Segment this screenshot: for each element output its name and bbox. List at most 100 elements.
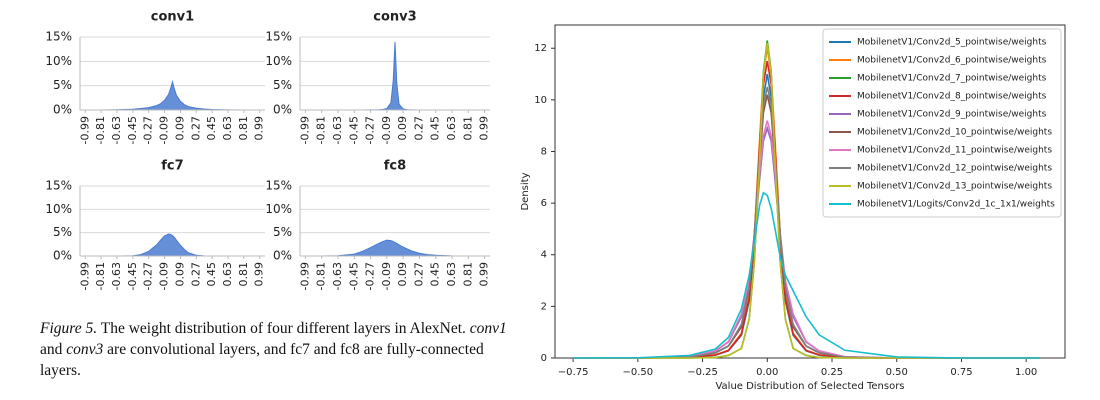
legend-label: MobilenetV1/Conv2d_10_pointwise/weights: [857, 128, 1052, 138]
chart-title: fc7: [161, 159, 183, 174]
x-tick-label: -0.27: [364, 262, 377, 290]
x-tick-label: -0.45: [347, 262, 360, 290]
caption-text: The weight distribution of four differen…: [100, 320, 466, 337]
x-tick-label: 0.45: [205, 262, 218, 287]
y-tick-label: 0%: [273, 249, 292, 263]
x-tick-label: -0.45: [126, 116, 139, 144]
caption-text: and: [40, 341, 63, 358]
x-tick-label: -0.09: [380, 262, 393, 290]
caption-term: conv3: [66, 341, 104, 358]
legend-box: [822, 28, 1062, 218]
caption-label: Figure 5.: [40, 320, 98, 337]
legend-label: MobilenetV1/Conv2d_7_pointwise/weights: [857, 74, 1047, 84]
x-tick-label: 1.00: [1015, 367, 1037, 378]
x-tick-label: 0.45: [429, 116, 442, 141]
x-tick-label: 0.50: [886, 367, 908, 378]
distribution-area: [305, 41, 485, 111]
x-tick-label: -0.45: [347, 116, 360, 144]
x-tick-label: 0.09: [396, 262, 409, 287]
caption-term: conv1: [469, 320, 507, 337]
y-tick-label: 6: [541, 198, 547, 209]
x-tick-label: 0.63: [445, 116, 458, 141]
legend-label: MobilenetV1/Conv2d_13_pointwise/weights: [857, 182, 1052, 192]
legend-label: MobilenetV1/Logits/Conv2d_1c_1x1/weights: [857, 200, 1055, 210]
chart-title: conv1: [151, 10, 194, 25]
density-line: [573, 42, 1040, 359]
x-tick-label: -0.81: [315, 116, 328, 144]
x-tick-label: 0.99: [478, 262, 491, 287]
y-tick-label: 15%: [265, 30, 292, 44]
x-tick-label: -0.63: [110, 116, 123, 144]
x-tick-label: 0.27: [412, 262, 425, 287]
x-tick-label: -0.63: [331, 116, 344, 144]
y-tick-label: 0: [541, 353, 547, 364]
caption: Figure 5. The weight distribution of fou…: [40, 318, 515, 381]
x-tick-label: -0.81: [94, 262, 107, 290]
x-tick-label: −0.75: [558, 367, 589, 378]
x-tick-label: -0.27: [364, 116, 377, 144]
x-tick-label: -0.45: [126, 262, 139, 290]
y-tick-label: 0%: [53, 103, 72, 117]
legend-label: MobilenetV1/Conv2d_5_pointwise/weights: [857, 38, 1047, 48]
x-tick-label: -0.09: [158, 262, 171, 290]
legend-label: MobilenetV1/Conv2d_12_pointwise/weights: [857, 164, 1052, 174]
y-tick-label: 5%: [53, 225, 72, 239]
x-axis-label: Value Distribution of Selected Tensors: [715, 381, 904, 392]
x-tick-label: 0.63: [221, 262, 234, 287]
x-tick-label: 0.63: [445, 262, 458, 287]
x-tick-label: -0.09: [158, 116, 171, 144]
x-tick-label: 0.27: [189, 262, 202, 287]
x-tick-label: 0.81: [237, 262, 250, 287]
x-tick-label: 0.81: [461, 262, 474, 287]
x-tick-label: 0.99: [253, 262, 266, 287]
y-tick-label: 12: [534, 43, 547, 54]
caption-text: are convolutional layers, and fc7 and fc…: [40, 341, 484, 379]
x-tick-label: -0.63: [110, 262, 123, 290]
x-tick-label: -0.99: [298, 262, 311, 290]
x-tick-label: 0.75: [950, 367, 972, 378]
y-tick-label: 10%: [265, 202, 292, 216]
x-tick-label: 0.63: [221, 116, 234, 141]
y-tick-label: 10%: [45, 202, 72, 216]
y-tick-label: 10%: [45, 54, 72, 68]
y-tick-label: 10: [534, 95, 547, 106]
chart-title: fc8: [384, 159, 406, 174]
x-tick-label: 0.45: [429, 262, 442, 287]
x-tick-label: -0.27: [142, 116, 155, 144]
legend-label: MobilenetV1/Conv2d_8_pointwise/weights: [857, 92, 1047, 102]
x-tick-label: 0.25: [821, 367, 843, 378]
x-tick-label: -0.99: [78, 262, 91, 290]
x-tick-label: 0.27: [412, 116, 425, 141]
x-tick-label: -0.09: [380, 116, 393, 144]
y-tick-label: 15%: [45, 179, 72, 193]
density-line: [573, 61, 1040, 359]
x-tick-label: -0.81: [315, 262, 328, 290]
y-tick-label: 15%: [265, 179, 292, 193]
x-tick-label: 0.09: [173, 116, 186, 141]
x-tick-label: -0.99: [78, 116, 91, 144]
y-tick-label: 4: [541, 250, 547, 261]
y-tick-label: 8: [541, 146, 547, 157]
y-tick-label: 5%: [53, 78, 72, 92]
y-tick-label: 2: [541, 301, 547, 312]
y-tick-label: 5%: [273, 225, 292, 239]
y-tick-label: 0%: [273, 103, 292, 117]
x-tick-label: 0.81: [237, 116, 250, 141]
x-tick-label: 0.81: [461, 116, 474, 141]
legend-label: MobilenetV1/Conv2d_6_pointwise/weights: [857, 56, 1047, 66]
x-tick-label: 0.09: [396, 116, 409, 141]
distribution-area: [305, 239, 485, 257]
legend-label: MobilenetV1/Conv2d_11_pointwise/weights: [857, 146, 1052, 156]
plot-frame: [554, 24, 1066, 359]
y-tick-label: 10%: [265, 54, 292, 68]
x-tick-label: -0.81: [94, 116, 107, 144]
density-line: [573, 191, 1040, 359]
distribution-area: [85, 233, 260, 257]
y-tick-label: 0%: [53, 249, 72, 263]
x-tick-label: -0.63: [331, 262, 344, 290]
x-tick-label: 0.99: [253, 116, 266, 141]
y-tick-label: 15%: [45, 30, 72, 44]
legend-label: MobilenetV1/Conv2d_9_pointwise/weights: [857, 110, 1047, 120]
density-line: [573, 86, 1040, 359]
